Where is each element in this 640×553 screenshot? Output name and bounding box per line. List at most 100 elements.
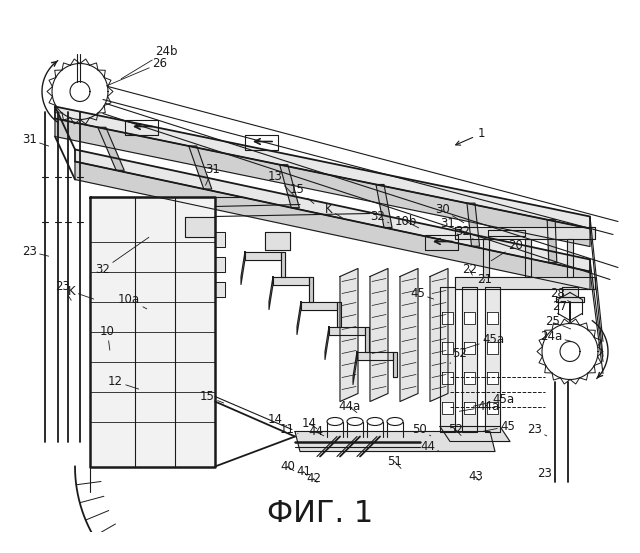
Polygon shape <box>525 238 531 276</box>
Polygon shape <box>365 326 369 352</box>
Polygon shape <box>265 232 290 249</box>
Polygon shape <box>269 276 273 310</box>
Text: 15: 15 <box>290 183 314 204</box>
Polygon shape <box>464 311 475 324</box>
Polygon shape <box>442 342 453 353</box>
Text: 23: 23 <box>537 467 555 480</box>
Polygon shape <box>462 286 477 431</box>
Polygon shape <box>370 269 388 401</box>
Text: 42: 42 <box>306 472 321 485</box>
Text: 44a: 44a <box>460 400 499 413</box>
Text: 10b: 10b <box>395 215 419 228</box>
Polygon shape <box>329 326 365 335</box>
Polygon shape <box>464 401 475 414</box>
Polygon shape <box>400 269 418 401</box>
Text: 45: 45 <box>483 420 515 433</box>
Text: K: K <box>68 285 93 299</box>
Polygon shape <box>189 146 212 189</box>
Text: 44: 44 <box>420 440 438 453</box>
Polygon shape <box>440 286 455 431</box>
Polygon shape <box>295 431 495 451</box>
Text: 15: 15 <box>200 390 224 403</box>
Text: 22: 22 <box>462 263 477 276</box>
Text: 31: 31 <box>22 133 49 146</box>
Text: 51: 51 <box>387 455 402 468</box>
Text: 52: 52 <box>450 347 467 363</box>
Polygon shape <box>464 342 475 353</box>
Text: 20: 20 <box>491 239 523 261</box>
Polygon shape <box>340 269 358 401</box>
Polygon shape <box>353 352 357 384</box>
Polygon shape <box>485 286 500 431</box>
Text: 50: 50 <box>412 423 431 436</box>
Polygon shape <box>393 352 397 377</box>
Polygon shape <box>185 217 215 237</box>
Polygon shape <box>562 286 578 296</box>
Text: 44: 44 <box>308 425 324 438</box>
Polygon shape <box>455 276 595 289</box>
Polygon shape <box>75 161 590 290</box>
Polygon shape <box>215 257 225 272</box>
Polygon shape <box>273 276 309 284</box>
Text: 1: 1 <box>456 127 486 145</box>
Polygon shape <box>75 149 590 272</box>
Text: 28: 28 <box>550 287 571 302</box>
Polygon shape <box>455 227 595 238</box>
Polygon shape <box>55 118 590 247</box>
Text: 13: 13 <box>268 170 294 196</box>
Text: 45a: 45a <box>474 393 514 406</box>
Text: 32: 32 <box>95 237 149 276</box>
Text: 26: 26 <box>106 57 167 86</box>
Text: 24a: 24a <box>540 330 571 343</box>
Polygon shape <box>487 311 498 324</box>
Polygon shape <box>98 127 124 170</box>
Text: 41: 41 <box>296 465 311 478</box>
Polygon shape <box>325 326 329 359</box>
Text: 40: 40 <box>280 460 295 473</box>
Text: 45: 45 <box>410 287 434 300</box>
Text: 52: 52 <box>448 423 463 436</box>
Text: 32: 32 <box>455 225 473 238</box>
Text: 24b: 24b <box>121 45 177 79</box>
Text: 10: 10 <box>100 325 115 350</box>
Polygon shape <box>487 342 498 353</box>
Text: 30: 30 <box>435 203 464 223</box>
Text: 43: 43 <box>468 470 483 483</box>
Polygon shape <box>245 252 281 259</box>
Polygon shape <box>301 301 337 310</box>
Text: 23: 23 <box>55 280 71 300</box>
Polygon shape <box>464 372 475 383</box>
Text: 25: 25 <box>545 315 571 329</box>
Text: 44a: 44a <box>338 400 360 413</box>
Polygon shape <box>487 401 498 414</box>
Polygon shape <box>297 301 301 335</box>
Text: 45a: 45a <box>463 333 504 349</box>
Polygon shape <box>215 232 225 247</box>
Text: 10a: 10a <box>118 293 147 309</box>
Polygon shape <box>483 238 489 276</box>
Polygon shape <box>547 220 557 263</box>
Polygon shape <box>567 238 573 276</box>
Text: 14: 14 <box>268 413 287 426</box>
Polygon shape <box>556 296 584 301</box>
Polygon shape <box>467 203 479 246</box>
Polygon shape <box>442 401 453 414</box>
Polygon shape <box>309 276 313 301</box>
Polygon shape <box>487 372 498 383</box>
Polygon shape <box>430 269 448 401</box>
Polygon shape <box>442 311 453 324</box>
Text: ФИГ. 1: ФИГ. 1 <box>267 499 373 528</box>
Text: 12: 12 <box>108 375 139 389</box>
Polygon shape <box>440 426 510 441</box>
Polygon shape <box>442 372 453 383</box>
Polygon shape <box>357 352 393 359</box>
Text: 21: 21 <box>477 273 492 286</box>
Polygon shape <box>215 281 225 296</box>
Polygon shape <box>376 185 392 227</box>
Text: 23: 23 <box>527 423 547 436</box>
Polygon shape <box>280 165 300 208</box>
Polygon shape <box>241 252 245 284</box>
Text: 31: 31 <box>205 163 220 185</box>
Text: 32: 32 <box>370 210 388 223</box>
Polygon shape <box>337 301 341 326</box>
